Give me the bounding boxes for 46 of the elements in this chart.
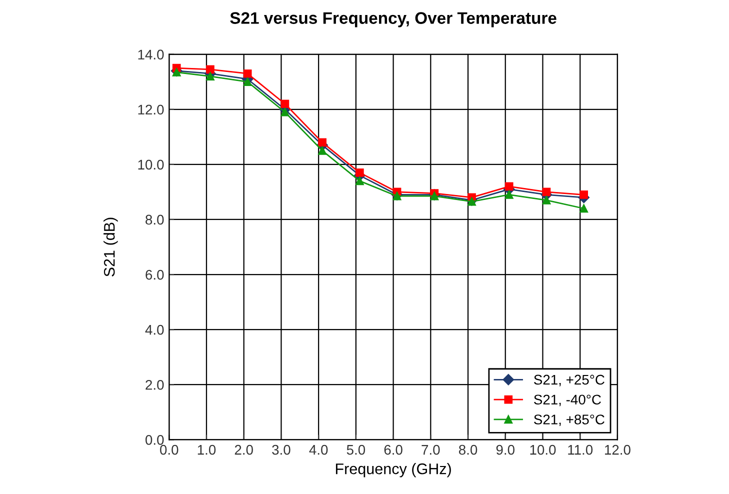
point: [243, 78, 252, 86]
x-tick-label: 4.0: [309, 444, 328, 455]
point: [172, 68, 181, 76]
y-tick-label: 14.0: [138, 50, 164, 60]
point: [318, 138, 326, 147]
legend-label: S21, +85°C: [534, 414, 604, 426]
y-tick-label: 6.0: [146, 270, 164, 280]
point: [206, 72, 214, 81]
point: [504, 182, 514, 191]
legend-label: S21, -40°C: [534, 394, 601, 406]
x-tick-label: 2.0: [234, 444, 253, 455]
y-tick-label: 12.0: [138, 104, 164, 115]
point: [206, 65, 214, 74]
x-tick-label: 3.0: [272, 444, 290, 455]
y-tick-label: 0.0: [146, 434, 164, 445]
x-tick-label: 5.0: [346, 444, 366, 455]
point: [243, 69, 252, 78]
y-tick-label: 8.0: [146, 214, 164, 225]
point: [318, 146, 326, 155]
point: [468, 197, 476, 206]
chart-title: S21 versus Frequency, Over Temperature: [230, 12, 556, 28]
point: [504, 190, 514, 199]
x-tick-label: 7.0: [422, 444, 440, 455]
x-tick-label: 8.0: [458, 444, 478, 455]
x-tick-label: 10.0: [530, 444, 556, 455]
legend-label: S21, +25°C: [534, 374, 604, 386]
point: [356, 176, 364, 186]
y-axis-title: S21 (dB): [104, 218, 118, 276]
x-tick-label: 0.0: [160, 444, 178, 455]
point: [280, 108, 290, 116]
point: [580, 204, 588, 213]
point: [542, 196, 551, 204]
x-axis-title: Frequency (GHz): [336, 463, 451, 478]
point: [580, 190, 588, 199]
x-tick-label: 6.0: [384, 444, 402, 455]
x-tick-label: 12.0: [605, 444, 630, 455]
point: [392, 192, 402, 200]
y-tick-label: 10.0: [138, 160, 164, 170]
x-tick-label: 9.0: [496, 444, 514, 455]
point: [542, 188, 551, 196]
x-tick-label: 1.0: [198, 444, 216, 455]
x-tick-label: 11.0: [568, 444, 593, 455]
point: [356, 168, 364, 177]
y-tick-label: 2.0: [146, 380, 164, 390]
y-tick-label: 4.0: [145, 324, 164, 335]
point: [280, 100, 290, 108]
